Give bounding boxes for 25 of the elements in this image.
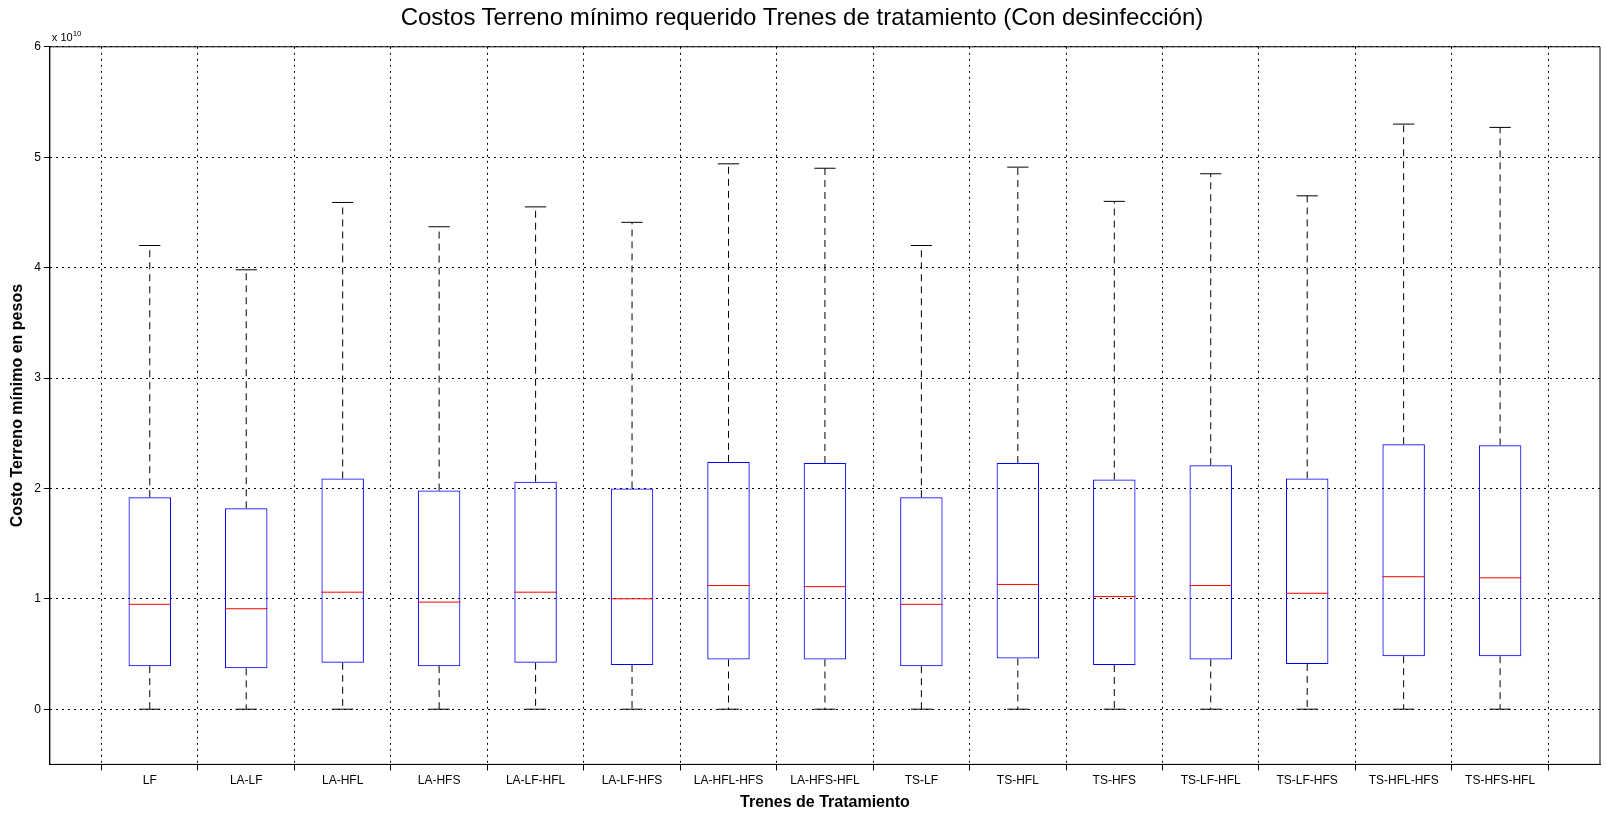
chart-title: Costos Terreno mínimo requerido Trenes de tratamiento (Con desinfección) xyxy=(400,3,1204,31)
y-tick-label: 4 xyxy=(34,259,42,274)
x-tick-label: TS-LF-HFL xyxy=(1180,772,1242,787)
x-tick-label: LA-HFL-HFS xyxy=(693,772,764,787)
y-tick-label: 0 xyxy=(34,701,42,716)
x-tick-label: TS-LF xyxy=(904,772,939,787)
x-tick-label: LA-HFS xyxy=(417,772,461,787)
x-tick-label: TS-HFS-HFL xyxy=(1465,772,1536,787)
x-tick-label: LF xyxy=(142,772,157,787)
y-axis-title: Costo Terreno mínimo en pesos xyxy=(8,283,26,528)
x-tick-label: TS-HFL-HFS xyxy=(1368,772,1439,787)
x-tick-label: TS-HFL xyxy=(996,772,1040,787)
y-tick-label: 1 xyxy=(34,591,42,606)
x-axis-title: Trenes de Tratamiento xyxy=(740,792,911,810)
x-tick-label: LA-LF xyxy=(229,772,263,787)
x-tick-label: TS-LF-HFS xyxy=(1276,772,1338,787)
x-tick-label: LA-HFL xyxy=(322,772,364,787)
y-tick-label: 6 xyxy=(34,39,42,54)
y-tick-label: 3 xyxy=(34,370,42,385)
x-tick-label: TS-HFS xyxy=(1092,772,1136,787)
y-tick-label: 5 xyxy=(34,149,42,164)
x-tick-label: LA-HFS-HFL xyxy=(790,772,860,787)
y-tick-label: 2 xyxy=(34,480,42,495)
x-tick-label: LA-LF-HFS xyxy=(601,772,663,787)
x-tick-label: LA-LF-HFL xyxy=(505,772,566,787)
